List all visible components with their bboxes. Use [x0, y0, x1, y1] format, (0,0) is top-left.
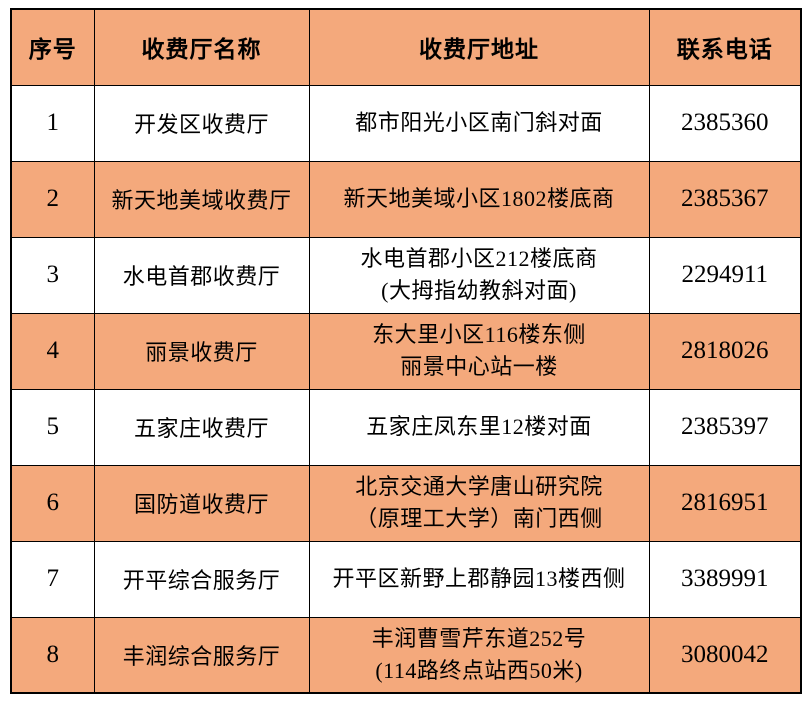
row-number-cell: 8: [10, 616, 95, 694]
hall-address-cell: 水电首郡小区212楼底商 (大拇指幼教斜对面): [308, 236, 650, 314]
hall-name-cell: 水电首郡收费厅: [93, 236, 310, 314]
header-number: 序号: [10, 8, 95, 86]
row-number-cell: 3: [10, 236, 95, 314]
contact-phone-cell: 2385397: [648, 388, 802, 466]
hall-address-cell: 都市阳光小区南门斜对面: [308, 84, 650, 162]
hall-address-cell: 五家庄凤东里12楼对面: [308, 388, 650, 466]
row-number-cell: 2: [10, 160, 95, 238]
hall-name-cell: 五家庄收费厅: [93, 388, 310, 466]
hall-name-cell: 新天地美域收费厅: [93, 160, 310, 238]
row-number-cell: 1: [10, 84, 95, 162]
header-phone: 联系电话: [648, 8, 802, 86]
header-row: 序号 收费厅名称 收费厅地址 联系电话: [10, 8, 802, 86]
contact-phone-cell: 2294911: [648, 236, 802, 314]
contact-phone-cell: 2816951: [648, 464, 802, 542]
fee-hall-table: 序号 收费厅名称 收费厅地址 联系电话 1 开发区收费厅 都市阳光小区南门斜对面 23…: [10, 8, 802, 694]
contact-phone-cell: 2818026: [648, 312, 802, 390]
table-row: 5 五家庄收费厅 五家庄凤东里12楼对面 2385397: [10, 388, 802, 466]
table-row: 1 开发区收费厅 都市阳光小区南门斜对面 2385360: [10, 84, 802, 162]
hall-address-cell: 新天地美域小区1802楼底商: [308, 160, 650, 238]
hall-address-cell: 东大里小区116楼东侧 丽景中心站一楼: [308, 312, 650, 390]
row-number-cell: 4: [10, 312, 95, 390]
hall-name-cell: 丽景收费厅: [93, 312, 310, 390]
row-number-cell: 5: [10, 388, 95, 466]
table-row: 3 水电首郡收费厅 水电首郡小区212楼底商 (大拇指幼教斜对面) 2294911: [10, 236, 802, 314]
table-row: 8 丰润综合服务厅 丰润曹雪芹东道252号 (114路终点站西50米) 3080042: [10, 616, 802, 694]
table-header: 序号 收费厅名称 收费厅地址 联系电话: [10, 8, 802, 86]
contact-phone-cell: 2385360: [648, 84, 802, 162]
header-hall-address: 收费厅地址: [308, 8, 650, 86]
hall-name-cell: 开发区收费厅: [93, 84, 310, 162]
table-row: 4 丽景收费厅 东大里小区116楼东侧 丽景中心站一楼 2818026: [10, 312, 802, 390]
contact-phone-cell: 3389991: [648, 540, 802, 618]
table-row: 2 新天地美域收费厅 新天地美域小区1802楼底商 2385367: [10, 160, 802, 238]
contact-phone-cell: 2385367: [648, 160, 802, 238]
table-row: 6 国防道收费厅 北京交通大学唐山研究院 （原理工大学）南门西侧 2816951: [10, 464, 802, 542]
hall-address-cell: 丰润曹雪芹东道252号 (114路终点站西50米): [308, 616, 650, 694]
table-row: 7 开平综合服务厅 开平区新野上郡静园13楼西侧 3389991: [10, 540, 802, 618]
hall-name-cell: 开平综合服务厅: [93, 540, 310, 618]
hall-name-cell: 国防道收费厅: [93, 464, 310, 542]
table-body: 1 开发区收费厅 都市阳光小区南门斜对面 2385360 2 新天地美域收费厅 新天地美域小…: [10, 84, 802, 694]
header-hall-name: 收费厅名称: [93, 8, 310, 86]
contact-phone-cell: 3080042: [648, 616, 802, 694]
hall-address-cell: 开平区新野上郡静园13楼西侧: [308, 540, 650, 618]
row-number-cell: 6: [10, 464, 95, 542]
row-number-cell: 7: [10, 540, 95, 618]
hall-address-cell: 北京交通大学唐山研究院 （原理工大学）南门西侧: [308, 464, 650, 542]
hall-name-cell: 丰润综合服务厅: [93, 616, 310, 694]
